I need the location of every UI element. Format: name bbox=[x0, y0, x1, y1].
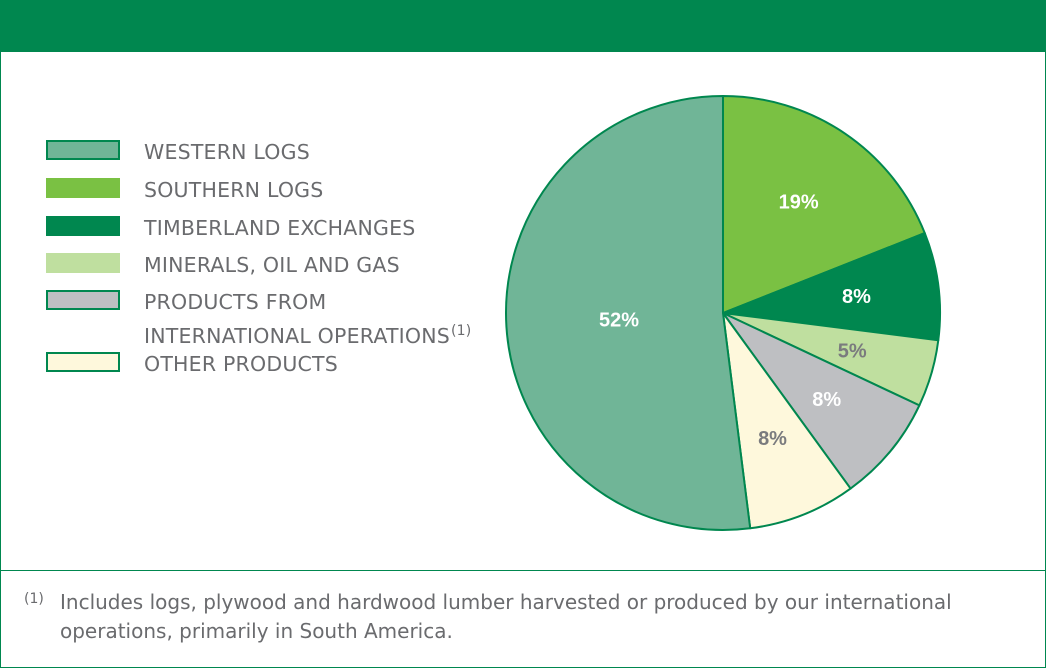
legend-label-timberland-exchanges: TIMBERLAND EXCHANGES bbox=[144, 216, 416, 240]
pie-chart: 19% 8% 5% 8% 8% 52% bbox=[505, 95, 941, 531]
slice-label-minerals-oil-and-gas: 5% bbox=[838, 341, 867, 363]
legend-label-line1: PRODUCTS FROM bbox=[144, 290, 327, 314]
slice-label-other-products: 8% bbox=[758, 428, 787, 450]
slice-label-southern-logs: 19% bbox=[779, 192, 819, 214]
pie-slices bbox=[505, 95, 941, 531]
header-band bbox=[0, 0, 1046, 52]
footnote-divider bbox=[0, 570, 1046, 571]
pie-slice-products-from-international-operations bbox=[722, 312, 921, 490]
legend-footnote-ref: (1) bbox=[451, 323, 472, 339]
legend-swatch-timberland-exchanges bbox=[46, 216, 120, 236]
legend-label-southern-logs: SOUTHERN LOGS bbox=[144, 178, 324, 202]
legend-label-other-products: OTHER PRODUCTS bbox=[144, 352, 338, 376]
legend-swatch-minerals-oil-gas bbox=[46, 253, 120, 273]
legend-swatch-southern-logs bbox=[46, 178, 120, 198]
legend-swatch-other-products bbox=[46, 352, 120, 372]
slice-label-products-from-international-operations: 8% bbox=[812, 389, 841, 411]
pie-slice-timberland-exchanges bbox=[722, 232, 941, 342]
legend-label-line2: INTERNATIONAL OPERATIONS bbox=[144, 324, 451, 348]
slice-label-timberland-exchanges: 8% bbox=[842, 286, 871, 308]
slice-label-western-logs: 52% bbox=[599, 310, 639, 332]
legend-label-western-logs: WESTERN LOGS bbox=[144, 140, 310, 164]
pie-slice-western-logs bbox=[505, 95, 752, 531]
pie-slice-labels: 19% 8% 5% 8% 8% 52% bbox=[599, 192, 871, 450]
pie-slice-other-products bbox=[722, 312, 852, 530]
legend-swatch-international-operations bbox=[46, 290, 120, 310]
pie-slice-southern-logs bbox=[722, 95, 926, 314]
footnote-text: Includes logs, plywood and hardwood lumb… bbox=[60, 590, 952, 643]
footnote-marker: (1) bbox=[24, 591, 44, 607]
legend-label-international-operations: PRODUCTS FROM INTERNATIONAL OPERATIONS(1… bbox=[144, 288, 471, 351]
legend-label-minerals-oil-gas: MINERALS, OIL AND GAS bbox=[144, 253, 400, 277]
legend-swatch-western-logs bbox=[46, 140, 120, 160]
